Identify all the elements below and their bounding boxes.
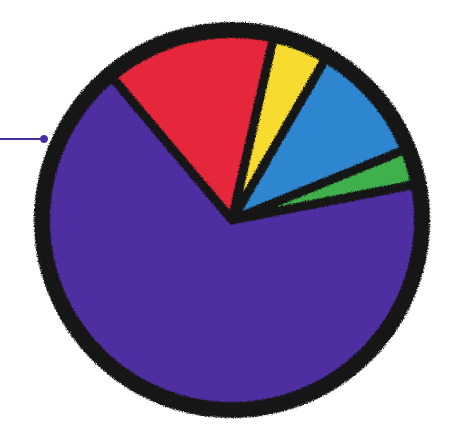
slice-divider [227, 179, 424, 225]
pie-slice [42, 74, 422, 410]
pointer-layer [0, 135, 48, 143]
outline-layer [34, 22, 430, 418]
pie-outline [34, 22, 430, 418]
pie-slice [232, 55, 408, 221]
slice-divider [227, 30, 279, 225]
slice-divider [105, 70, 237, 225]
pointer-dot [40, 135, 48, 143]
pie-slice [109, 30, 275, 221]
slice-divider [227, 143, 413, 225]
slice-divider [227, 51, 332, 225]
